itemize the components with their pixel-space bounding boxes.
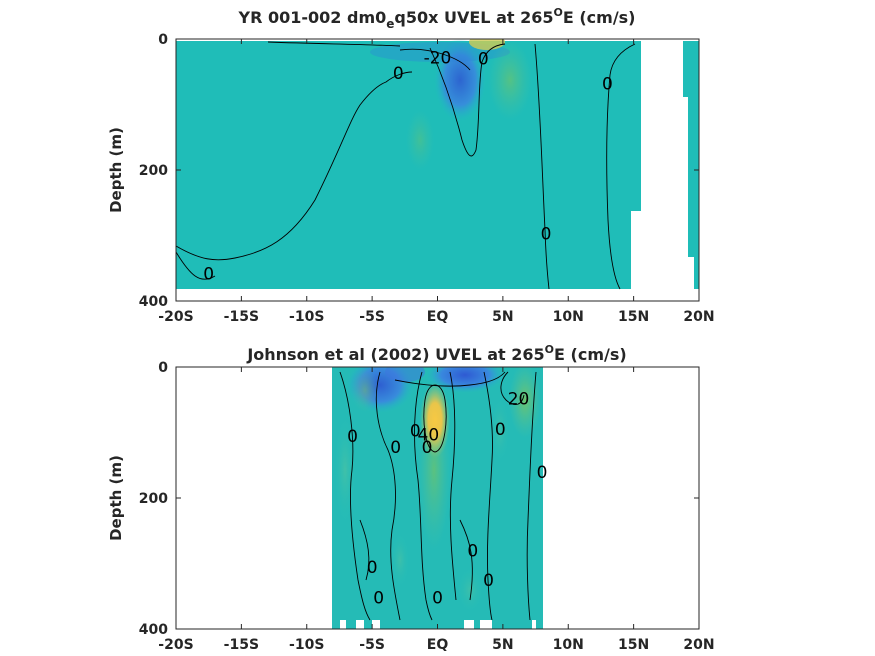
xtick-label: 15N [618,309,649,325]
xtick-label: 20N [683,637,714,653]
xtick-label: -10S [289,637,324,653]
panel-top-field [176,39,699,301]
xtick-label: 10N [553,309,584,325]
contour-label: 0 [367,558,378,578]
xtick-label: 15N [618,637,649,653]
panel-bottom-xticks: -20S -15S -10S -5S EQ 5N 10N 15N 20N [158,367,715,653]
contour-label: 20 [508,389,530,409]
contour-label: 0 [432,589,443,609]
contour-label: 0 [537,463,548,483]
contour-label: 0 [467,541,478,561]
contour-label: 0 [602,75,613,95]
contour-label: -20 [424,48,452,68]
contour-label: 40 [418,425,440,445]
contour-label: 0 [495,420,506,440]
contour-label: 0 [483,571,494,591]
ytick-label: 400 [139,622,168,638]
panel-top: YR 001-002 dm0eq50x UVEL at 265OE (cm/s) [107,6,715,325]
panel-bottom-title: Johnson et al (2002) UVEL at 265OE (cm/s… [246,343,626,364]
xtick-label: 5N [492,309,513,325]
panel-bottom: Johnson et al (2002) UVEL at 265OE (cm/s… [107,343,715,653]
xtick-label: -10S [289,309,324,325]
xtick-label: -15S [224,309,259,325]
panel-bottom-ylabel: Depth (m) [107,455,125,541]
xtick-label: -5S [359,309,385,325]
contour-label: 0 [347,427,358,447]
xtick-label: -15S [224,637,259,653]
contour-label: 0 [393,64,404,84]
contour-label: 0 [203,264,214,284]
xtick-label: 20N [683,309,714,325]
ytick-label: 0 [158,32,168,48]
panel-top-xticks: -20S -15S -10S -5S EQ 5N 10N 15N 20N [158,39,715,325]
ytick-label: 0 [158,360,168,376]
panel-top-title: YR 001-002 dm0eq50x UVEL at 265OE (cm/s) [238,6,636,31]
xtick-label: 10N [553,637,584,653]
xtick-label: 5N [492,637,513,653]
ytick-label: 400 [139,294,168,310]
contour-label: 0 [373,589,384,609]
undercurrent-core [420,382,450,458]
xtick-label: EQ [427,309,449,325]
panel-top-field-base [176,41,631,289]
contour-label: 0 [541,225,552,245]
contour-label: 0 [478,50,489,70]
panel-top-yticks: 0 200 400 [139,32,699,310]
ytick-label: 200 [139,163,168,179]
panel-bottom-field [176,367,699,629]
contour-label: 0 [422,438,433,458]
ytick-label: 200 [139,491,168,507]
panel-top-contour-labels: 0 0 -20 0 0 0 [203,48,613,284]
contour-label: 0 [410,422,421,442]
panel-top-ylabel: Depth (m) [107,127,125,213]
xtick-label: -5S [359,637,385,653]
xtick-label: EQ [427,637,449,653]
xtick-label: -20S [158,637,193,653]
xtick-label: -20S [158,309,193,325]
contour-label: 0 [390,438,401,458]
